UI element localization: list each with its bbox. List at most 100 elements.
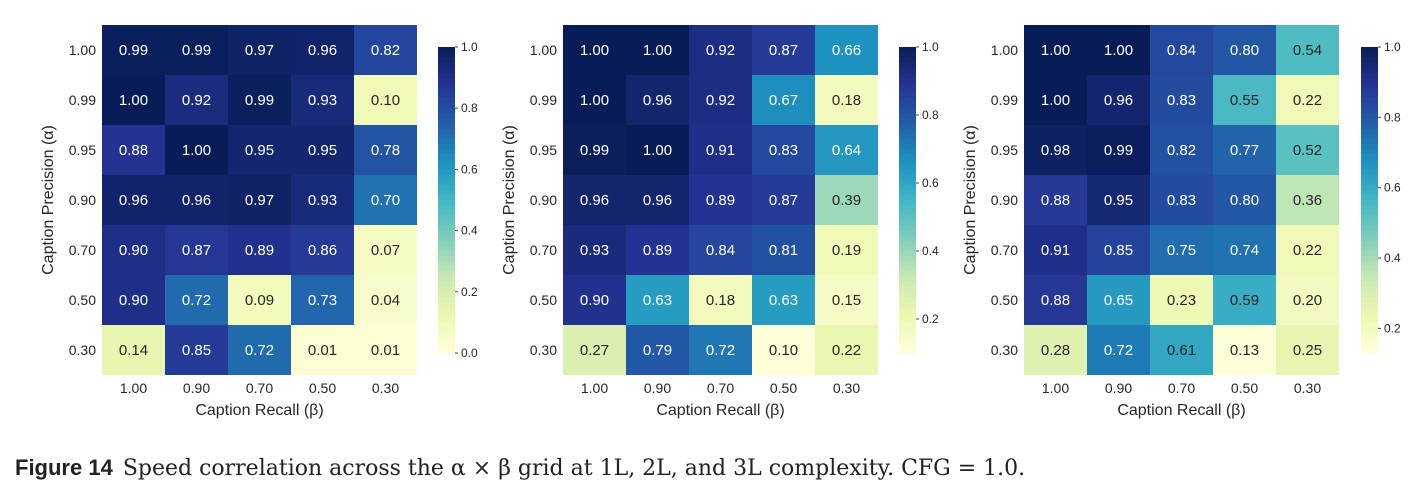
heatmap-cell xyxy=(626,225,689,275)
x-tick-label: 0.50 xyxy=(1231,380,1258,396)
cell-value-label: 0.96 xyxy=(643,92,672,109)
colorbar-segment xyxy=(899,235,916,242)
y-tick-label: 0.30 xyxy=(530,342,557,358)
heatmap-panel-2: 1.00 1.00 0.92 0.87 0.66 1.00 0.96 0.92 0.67 0.18… xyxy=(501,25,939,419)
heatmap-cell xyxy=(228,25,291,75)
colorbar-segment xyxy=(899,87,916,94)
colorbar-segment xyxy=(438,271,455,278)
colorbar-segment xyxy=(438,317,455,323)
colorbar-segment xyxy=(1361,337,1378,344)
heatmap-cell xyxy=(626,175,689,225)
y-tick-label: 0.30 xyxy=(69,342,96,358)
colorbar-segment xyxy=(1361,291,1378,298)
colorbar-segment xyxy=(438,347,455,354)
colorbar-segment xyxy=(1361,230,1378,237)
colorbar-tick-label: 0.4 xyxy=(922,244,939,258)
cell-value-label: 0.87 xyxy=(182,242,211,259)
heatmap-cell xyxy=(354,275,417,325)
cell-value-label: 0.96 xyxy=(119,192,148,209)
cell-value-label: 0.93 xyxy=(308,192,337,209)
heatmap-cell xyxy=(563,25,626,75)
heatmap-cell xyxy=(1213,75,1276,125)
colorbar-segment xyxy=(899,128,916,135)
heatmap-cell xyxy=(1276,25,1339,75)
colorbar-segment xyxy=(438,169,455,176)
colorbar-segment xyxy=(1361,189,1378,196)
cell-value-label: 0.28 xyxy=(1041,342,1070,359)
colorbar-segment xyxy=(1361,52,1378,58)
figure: 0.99 0.99 0.97 0.96 0.82 1.00 0.92 0.99 0.93 0.10… xyxy=(40,25,1401,419)
y-tick-label: 0.99 xyxy=(69,92,96,108)
colorbar-segment xyxy=(438,225,455,232)
colorbar-segment xyxy=(1361,225,1378,232)
colorbar-segment xyxy=(438,302,455,308)
colorbar-segment xyxy=(1361,87,1378,94)
heatmap-cell xyxy=(752,275,815,325)
colorbar-segment xyxy=(1361,332,1378,339)
cell-value-label: 0.96 xyxy=(643,192,672,209)
colorbar-segment xyxy=(1361,296,1378,303)
cell-value-label: 0.95 xyxy=(308,142,337,159)
colorbar-segment xyxy=(1361,235,1378,242)
cell-value-label: 0.22 xyxy=(832,342,861,359)
colorbar-segment xyxy=(899,307,916,313)
colorbar-segment xyxy=(438,62,455,68)
colorbar-segment xyxy=(899,302,916,308)
cell-value-label: 0.10 xyxy=(769,342,798,359)
heatmap-cell xyxy=(165,125,228,175)
cell-value-label: 0.39 xyxy=(832,192,861,209)
colorbar-segment xyxy=(438,251,455,257)
colorbar-segment xyxy=(899,281,916,288)
x-tick-label: 0.50 xyxy=(309,380,336,396)
heatmap-cell xyxy=(752,75,815,125)
cell-value-label: 0.91 xyxy=(1041,242,1070,259)
colorbar-segment xyxy=(1361,174,1378,181)
heatmap-cell xyxy=(354,75,417,125)
heatmap-cell xyxy=(752,125,815,175)
cell-value-label: 1.00 xyxy=(1041,92,1070,109)
cell-value-label: 0.89 xyxy=(706,192,735,209)
colorbar-segment xyxy=(1361,138,1378,145)
cell-value-label: 0.79 xyxy=(643,342,672,359)
cell-value-label: 0.92 xyxy=(706,92,735,109)
colorbar-segment xyxy=(899,67,916,74)
colorbar-segment xyxy=(1361,240,1378,247)
cell-value-label: 0.92 xyxy=(706,42,735,59)
y-tick-label: 1.00 xyxy=(69,42,96,58)
cell-value-label: 0.18 xyxy=(832,92,861,109)
colorbar-segment xyxy=(899,189,916,196)
colorbar-segment xyxy=(1361,118,1378,125)
cell-value-label: 0.88 xyxy=(1041,292,1070,309)
heatmap-cell xyxy=(228,275,291,325)
heatmap-cell xyxy=(228,125,291,175)
colorbar-segment xyxy=(899,92,916,99)
colorbar-segment xyxy=(899,256,916,262)
x-tick-label: 0.90 xyxy=(183,380,210,396)
colorbar-segment xyxy=(438,189,455,196)
colorbar-segment xyxy=(438,256,455,262)
cell-value-label: 0.19 xyxy=(832,242,861,259)
cell-value-label: 0.86 xyxy=(308,242,337,259)
colorbar-segment xyxy=(438,276,455,283)
colorbar-segment xyxy=(438,266,455,272)
colorbar-segment xyxy=(438,72,455,79)
colorbar-segment xyxy=(1361,261,1378,267)
colorbar-segment xyxy=(1361,72,1378,79)
heatmap-cell xyxy=(291,75,354,125)
cell-value-label: 1.00 xyxy=(1041,42,1070,59)
colorbar-segment xyxy=(1361,215,1378,221)
cell-value-label: 0.80 xyxy=(1230,192,1259,209)
cell-value-label: 0.77 xyxy=(1230,142,1259,159)
x-tick-label: 0.50 xyxy=(770,380,797,396)
colorbar-segment xyxy=(438,322,455,329)
cell-value-label: 0.74 xyxy=(1230,242,1259,259)
y-axis-label: Caption Precision (α) xyxy=(962,125,979,275)
cell-value-label: 0.63 xyxy=(643,292,672,309)
cell-value-label: 1.00 xyxy=(1104,42,1133,59)
cell-value-label: 0.07 xyxy=(371,242,400,259)
colorbar-tick-label: 0.2 xyxy=(461,285,478,299)
colorbar-segment xyxy=(899,169,916,176)
heatmap-cell xyxy=(626,125,689,175)
y-axis-label: Caption Precision (α) xyxy=(501,125,518,275)
cell-value-label: 0.97 xyxy=(245,42,274,59)
